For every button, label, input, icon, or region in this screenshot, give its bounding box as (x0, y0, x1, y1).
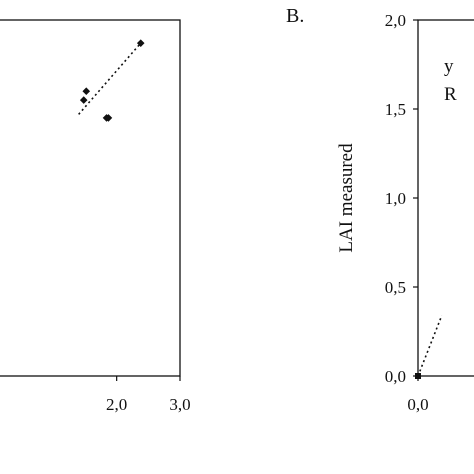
panel-a-x-tick-label: 2,0 (106, 395, 127, 414)
panel-b-equation-fragment: y (444, 56, 454, 77)
panel-b-y-tick-label: 1,5 (385, 100, 406, 119)
panel-b: B. LAI measured 0,0 0,5 1,0 1,5 2,0 0,0 y R (286, 5, 474, 414)
panel-a-data-point-0 (79, 96, 88, 104)
panel-b-x-tick-label: 0,0 (407, 395, 428, 414)
panel-b-data-point-0 (415, 373, 421, 379)
panel-b-y-axis-label: LAI measured (336, 143, 357, 253)
panel-b-y-tick-label: 0,0 (385, 367, 406, 386)
panel-a-data-point-1 (82, 87, 91, 95)
panel-a-x-tick-label: 3,0 (169, 395, 190, 414)
panel-b-y-tick-label: 2,0 (385, 11, 406, 30)
panel-a-marks (78, 39, 145, 122)
panel-a-plot-frame (0, 19, 181, 377)
panel-b-r2-fragment: R (444, 84, 457, 105)
panel-b-y-tick-labels: 0,0 0,5 1,0 1,5 2,0 (385, 11, 418, 386)
panel-b-label: B. (286, 5, 304, 27)
panel-b-y-tick-label: 1,0 (385, 189, 406, 208)
panel-b-y-tick-label: 0,5 (385, 278, 406, 297)
panel-a-data-point-3 (104, 114, 113, 122)
panel-a-x-tick-labels: 2,0 3,0 (106, 376, 191, 414)
panel-b-marks (415, 315, 443, 379)
panel-b-trendline (417, 315, 443, 377)
panel-a-trendline (78, 42, 142, 115)
panel-a: 2,0 3,0 (0, 19, 191, 414)
panel-b-x-tick-labels: 0,0 (407, 376, 429, 414)
panel-a-data-point-4 (136, 39, 145, 47)
